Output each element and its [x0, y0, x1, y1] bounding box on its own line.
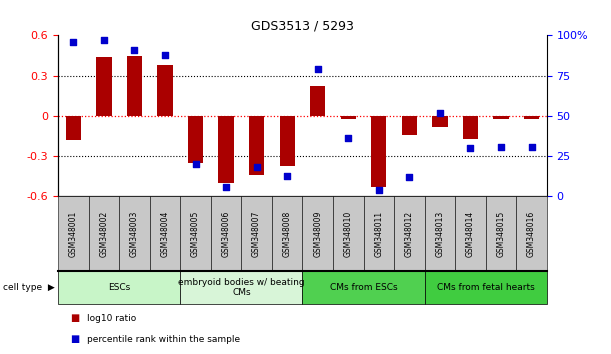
Bar [371, 116, 386, 187]
Title: GDS3513 / 5293: GDS3513 / 5293 [251, 20, 354, 33]
Text: GSM348002: GSM348002 [100, 211, 108, 257]
Text: cell type  ▶: cell type ▶ [3, 283, 55, 292]
Text: GSM348003: GSM348003 [130, 210, 139, 257]
Text: GSM348007: GSM348007 [252, 210, 261, 257]
Text: GSM348016: GSM348016 [527, 211, 536, 257]
Bar [127, 56, 142, 116]
Point [527, 144, 536, 149]
Text: log10 ratio: log10 ratio [87, 314, 137, 323]
Point [374, 187, 384, 193]
Point [99, 38, 109, 43]
Text: GSM348001: GSM348001 [69, 211, 78, 257]
Bar [463, 116, 478, 139]
Bar [402, 116, 417, 135]
Bar [280, 116, 295, 166]
Text: GSM348012: GSM348012 [405, 211, 414, 257]
Bar [97, 57, 112, 116]
Bar [249, 116, 264, 175]
Point [160, 52, 170, 58]
Text: percentile rank within the sample: percentile rank within the sample [87, 335, 241, 344]
Point [221, 184, 231, 190]
Point [282, 173, 292, 178]
Text: GSM348009: GSM348009 [313, 210, 322, 257]
Point [496, 144, 506, 149]
Text: ESCs: ESCs [108, 283, 130, 292]
Text: CMs from fetal hearts: CMs from fetal hearts [437, 283, 535, 292]
Bar [219, 116, 234, 183]
Text: GSM348006: GSM348006 [222, 210, 230, 257]
Text: ■: ■ [70, 334, 79, 344]
Bar [341, 116, 356, 119]
Bar [188, 116, 203, 163]
Text: GSM348010: GSM348010 [344, 211, 353, 257]
Text: ■: ■ [70, 313, 79, 323]
Point [191, 161, 200, 167]
Point [130, 47, 139, 53]
Point [435, 110, 445, 115]
Text: CMs from ESCs: CMs from ESCs [330, 283, 397, 292]
Bar [158, 65, 173, 116]
Text: embryoid bodies w/ beating
CMs: embryoid bodies w/ beating CMs [178, 278, 305, 297]
Bar [310, 86, 326, 116]
Point [466, 145, 475, 151]
Point [404, 174, 414, 180]
Text: GSM348008: GSM348008 [283, 211, 291, 257]
Text: GSM348013: GSM348013 [436, 211, 444, 257]
Bar [433, 116, 447, 127]
Text: GSM348015: GSM348015 [497, 211, 505, 257]
Text: GSM348004: GSM348004 [161, 210, 169, 257]
Bar [524, 116, 540, 119]
Text: GSM348011: GSM348011 [375, 211, 383, 257]
Point [68, 39, 78, 45]
Point [252, 165, 262, 170]
Bar [66, 116, 81, 140]
Point [313, 67, 323, 72]
Text: GSM348014: GSM348014 [466, 211, 475, 257]
Bar [494, 116, 508, 119]
Point [343, 136, 353, 141]
Text: GSM348005: GSM348005 [191, 210, 200, 257]
